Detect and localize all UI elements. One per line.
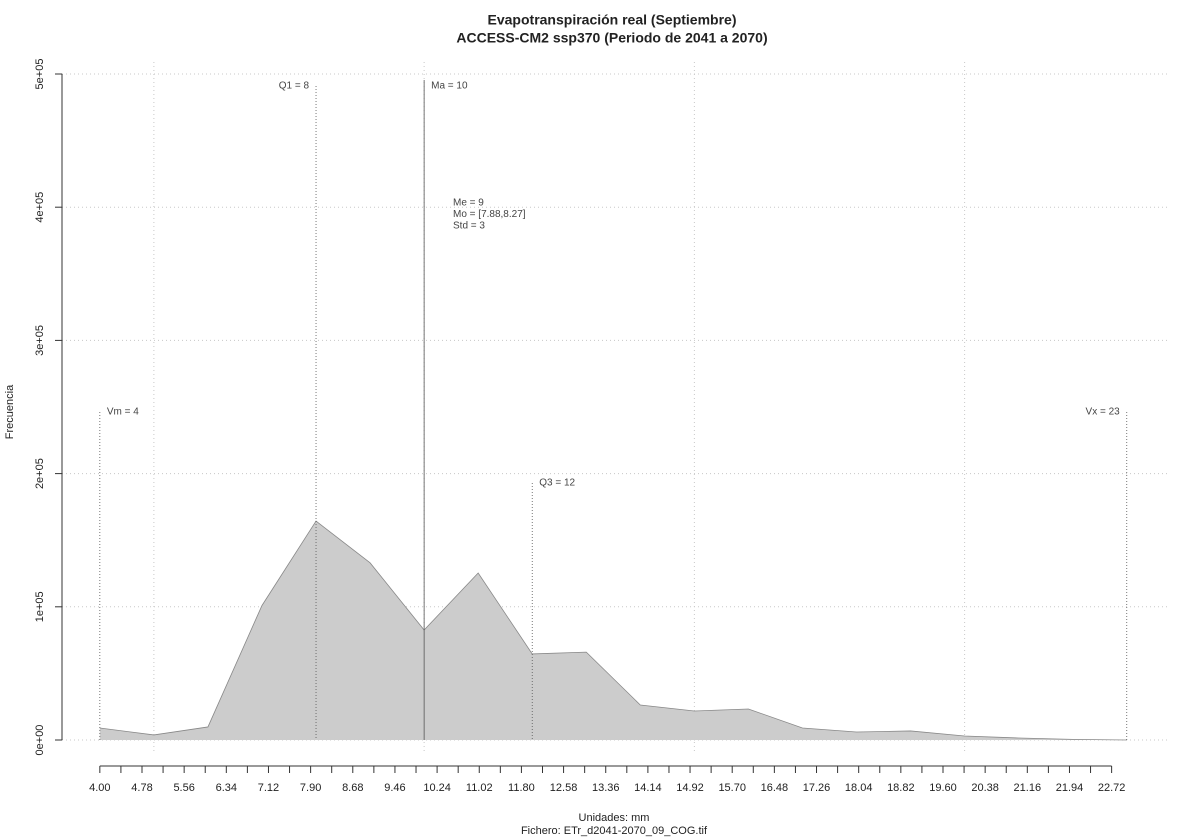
x-tick-label: 21.94 [1056,782,1084,794]
caption: Fichero: ETr_d2041-2070_09_COG.tif [521,825,708,837]
x-tick-label: 6.34 [216,782,237,794]
marker-label: Q1 = 8 [279,81,310,92]
y-tick-label: 3e+05 [34,325,46,356]
x-tick-label: 21.16 [1014,782,1042,794]
x-tick-label: 14.92 [676,782,704,794]
x-tick-label: 8.68 [342,782,363,794]
marker-label: Vx = 23 [1086,407,1121,418]
y-tick-label: 0e+00 [34,725,46,756]
area [99,521,1127,741]
area-outline [99,520,1127,741]
y-tick-label: 4e+05 [34,192,46,223]
chart-subtitle: ACCESS-CM2 ssp370 (Periodo de 2041 a 207… [456,30,767,46]
x-tick-label: 4.78 [131,782,152,794]
x-tick-label: 11.02 [466,782,493,794]
y-tick-label: 1e+05 [34,591,46,622]
x-tick-label: 15.70 [718,782,746,794]
x-tick-label: 10.24 [423,782,451,794]
annotation: Mo = [7.88,8.27] [453,209,526,220]
x-tick-label: 20.38 [971,782,999,794]
x-tick-label: 18.04 [845,782,873,794]
x-tick-label: 11.80 [508,782,535,794]
y-tick-label: 5e+05 [34,59,46,90]
x-tick-label: 7.12 [258,782,279,794]
x-tick-label: 16.48 [761,782,789,794]
marker-label: Q3 = 12 [539,478,575,489]
x-tick-label: 5.56 [173,782,194,794]
x-tick-label: 19.60 [929,782,957,794]
annotation: Std = 3 [453,221,485,232]
x-tick-label: 9.46 [384,782,405,794]
x-tick-label: 7.90 [300,782,321,794]
x-tick-label: 18.82 [887,782,915,794]
marker-label: Vm = 4 [107,407,139,418]
x-tick-label: 14.14 [634,782,662,794]
chart-title: Evapotranspiración real (Septiembre) [488,12,737,28]
x-tick-label: 17.26 [803,782,831,794]
y-axis-label: Frecuencia [4,384,16,439]
x-tick-label: 4.00 [89,782,110,794]
x-tick-label: 22.72 [1098,782,1126,794]
x-axis-label: Unidades: mm [579,812,650,824]
x-tick-label: 13.36 [592,782,620,794]
x-tick-label: 12.58 [550,782,578,794]
marker-label: Ma = 10 [431,81,468,92]
y-tick-label: 2e+05 [34,458,46,489]
annotation: Me = 9 [453,198,484,209]
